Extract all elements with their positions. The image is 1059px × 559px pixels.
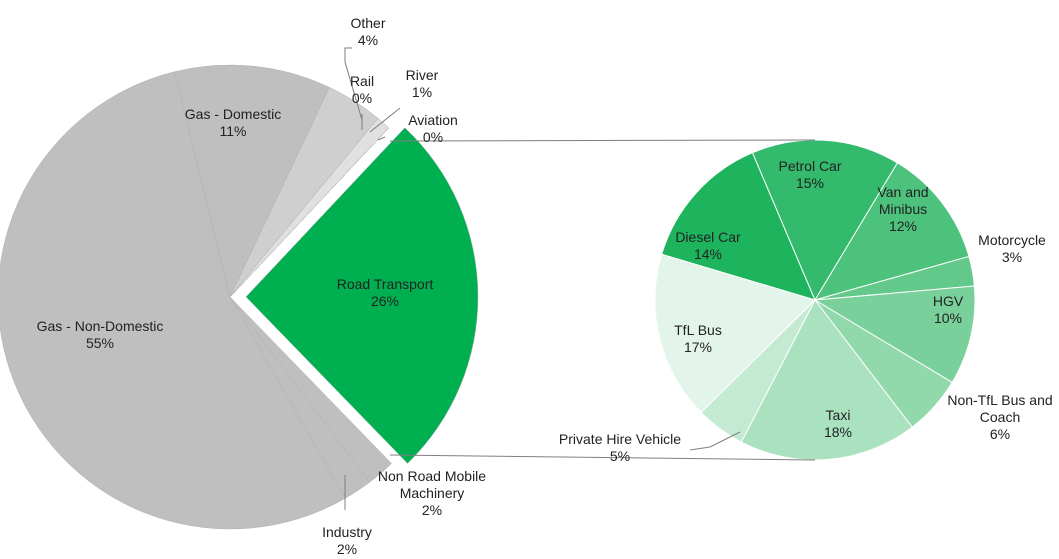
slice-value: 26% — [370, 293, 400, 309]
pie-slice — [229, 117, 390, 298]
slice-name: Industry — [322, 524, 372, 540]
slice-value: 18% — [823, 424, 853, 440]
pie-slice — [245, 127, 479, 464]
slice-label: Taxi 18% — [798, 407, 878, 441]
pie-slice — [174, 64, 330, 298]
slice-label: Gas - Domestic 11% — [163, 106, 303, 140]
slice-label: Motorcycle 3% — [962, 232, 1059, 266]
slice-label: Van and Minibus 12% — [863, 184, 943, 235]
slice-value: 0% — [351, 90, 373, 106]
slice-label: Petrol Car 15% — [760, 158, 860, 192]
slice-label: Diesel Car 14% — [658, 229, 758, 263]
slice-name: Rail — [349, 73, 375, 89]
slice-name: TfL Bus — [674, 322, 722, 338]
pie-slice — [0, 71, 346, 530]
slice-value: 0% — [422, 129, 444, 145]
leader-line — [689, 431, 741, 451]
leader-line — [369, 107, 401, 133]
slice-name: Diesel Car — [675, 229, 741, 245]
pie-slice — [751, 139, 899, 302]
slice-name: Petrol Car — [778, 158, 842, 174]
slice-label: Industry 2% — [297, 524, 397, 558]
slice-value: 15% — [795, 175, 825, 191]
slice-label: Other 4% — [338, 15, 398, 49]
slice-value: 17% — [683, 339, 713, 355]
slice-label: Gas - Non-Domestic 55% — [0, 318, 200, 352]
slice-value: 55% — [85, 335, 115, 351]
slice-name: Private Hire Vehicle — [558, 431, 682, 447]
slice-name: Van and Minibus — [877, 184, 929, 217]
slice-label: Road Transport 26% — [305, 276, 465, 310]
slice-value: 5% — [609, 448, 631, 464]
pie-slice — [654, 253, 816, 414]
slice-label: Non-TfL Bus and Coach 6% — [945, 392, 1055, 443]
slice-name: Gas - Non-Domestic — [36, 318, 164, 334]
slice-label: Aviation 0% — [398, 112, 468, 146]
slice-value: 2% — [336, 541, 358, 557]
connector-line — [389, 139, 816, 142]
slice-label: HGV 10% — [918, 293, 978, 327]
slice-name: Aviation — [408, 112, 458, 128]
pie-slice — [661, 152, 816, 301]
leader-lines — [344, 47, 816, 510]
connector-line — [389, 454, 816, 461]
slice-label: TfL Bus 17% — [658, 322, 738, 356]
pie-slice — [740, 299, 913, 461]
slice-name: Gas - Domestic — [184, 106, 282, 122]
slice-label: Rail 0% — [337, 73, 387, 107]
leader-line — [344, 47, 363, 121]
slice-value: 4% — [357, 32, 379, 48]
slice-name: Non Road Mobile Machinery — [377, 468, 487, 501]
slice-name: HGV — [932, 293, 964, 309]
slice-name: Other — [350, 15, 386, 31]
slice-value: 1% — [411, 84, 433, 100]
slice-value: 10% — [933, 310, 963, 326]
pie-slice — [813, 162, 970, 301]
leader-line — [377, 136, 386, 141]
slice-value: 3% — [1001, 249, 1023, 265]
slice-value: 14% — [693, 246, 723, 262]
slice-value: 11% — [219, 123, 247, 139]
slice-name: Taxi — [825, 407, 851, 423]
slice-value: 6% — [989, 426, 1011, 442]
slice-name: Motorcycle — [978, 232, 1046, 248]
slice-name: River — [405, 67, 439, 83]
slice-value: 2% — [421, 502, 443, 518]
slice-label: River 1% — [397, 67, 447, 101]
slice-value: 12% — [888, 218, 918, 234]
slice-label: Non Road Mobile Machinery 2% — [352, 468, 512, 519]
slice-name: Road Transport — [336, 276, 434, 292]
slice-label: Private Hire Vehicle 5% — [535, 431, 705, 465]
pie-slice — [813, 285, 976, 384]
slice-name: Non-TfL Bus and Coach — [947, 392, 1053, 425]
